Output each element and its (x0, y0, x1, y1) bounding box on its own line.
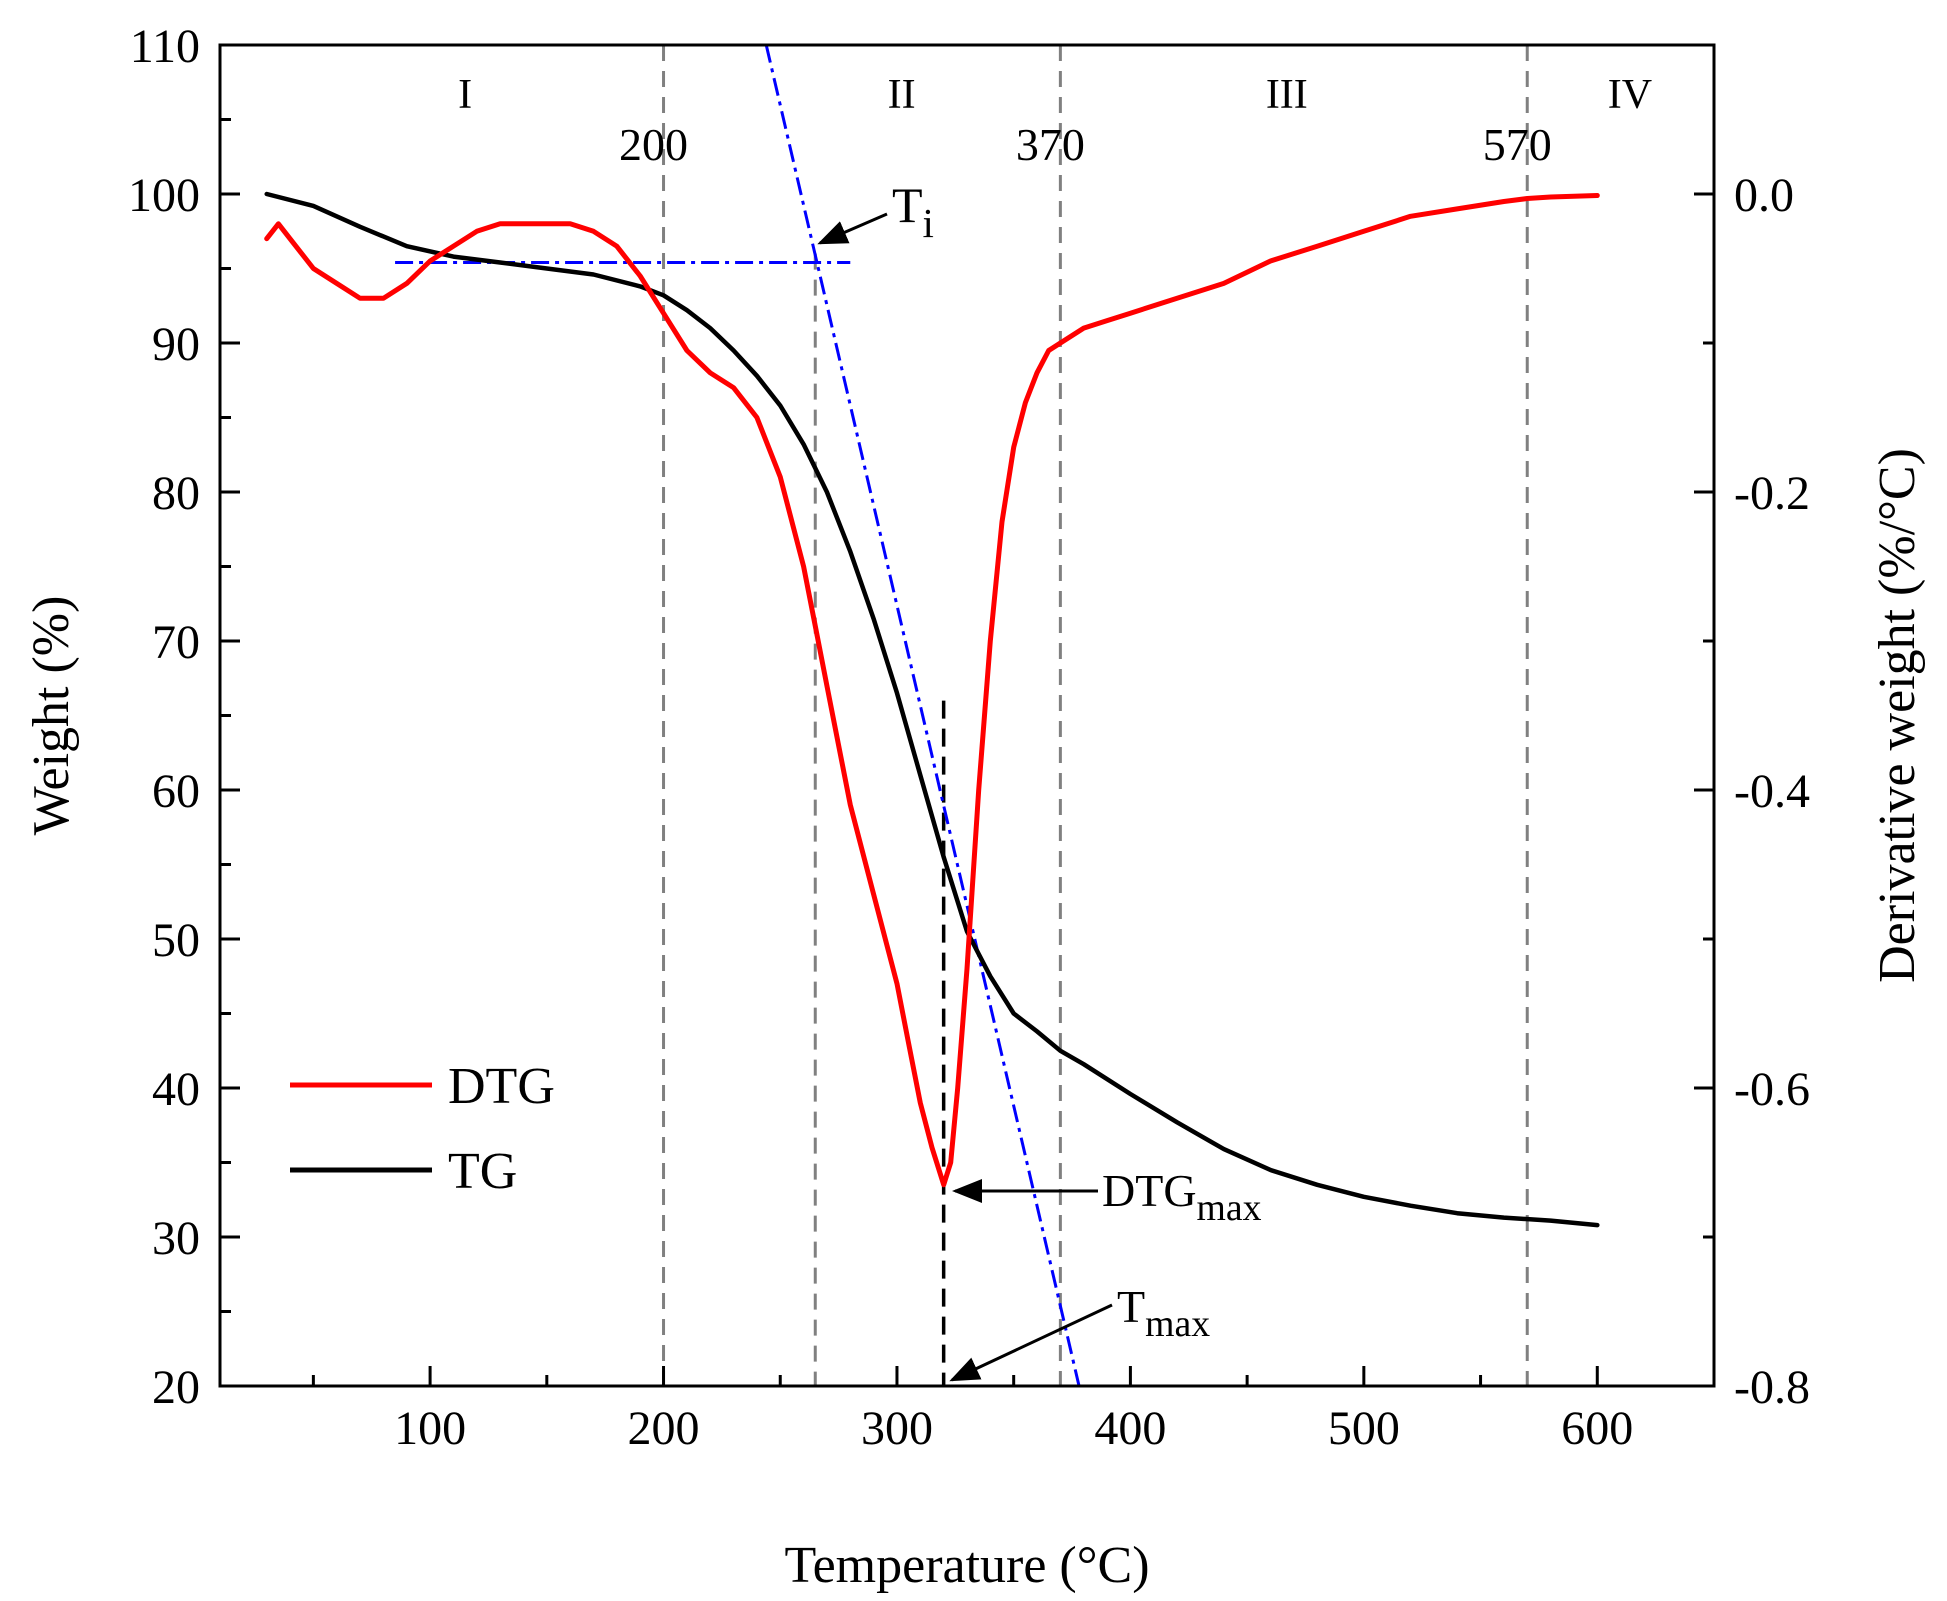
y-left-axis: 20 30 40 50 60 70 80 90 100 110 (128, 20, 240, 1414)
legend-label-tg: TG (448, 1143, 517, 1200)
x-tick-label: 100 (394, 1402, 466, 1455)
y-left-tick-label: 90 (152, 318, 200, 371)
x-tick-label: 400 (1094, 1402, 1166, 1455)
x-tick-label: 600 (1561, 1402, 1633, 1455)
x-tick-label: 200 (628, 1402, 700, 1455)
region-divider-label: 570 (1483, 119, 1552, 170)
y-left-tick-label: 110 (130, 20, 200, 73)
series-dtg-line (264, 193, 1600, 1188)
x-axis: 100 200 300 400 500 600 (311, 1366, 1633, 1455)
y-left-tick-label: 60 (152, 765, 200, 818)
y-right-tick-label: -0.4 (1734, 765, 1810, 818)
y-right-axis: -0.8 -0.6 -0.4 -0.2 0.0 (1694, 43, 1810, 1414)
ti-label: Ti (892, 177, 934, 246)
dtgmax-label-sub: max (1197, 1187, 1262, 1229)
ti-arrow (817, 212, 888, 245)
y-right-tick-label: -0.8 (1734, 1361, 1810, 1414)
plot-frame (218, 43, 1716, 1388)
region-divider-label: 200 (619, 119, 688, 170)
tmax-arrow (949, 1303, 1113, 1382)
y-left-tick-label: 100 (128, 169, 200, 222)
region-label-i: I (458, 72, 472, 118)
y-right-axis-title: Derivative weight (%/°C) (1869, 448, 1926, 983)
region-label-ii: II (888, 72, 916, 118)
region-labels: I II III IV (458, 72, 1652, 118)
ti-label-sub: i (923, 200, 934, 246)
ti-label-main: T (892, 177, 923, 233)
y-left-tick-label: 70 (152, 616, 200, 669)
tmax-label-main: T (1117, 1281, 1145, 1332)
region-label-iv: IV (1608, 72, 1652, 118)
dtgmax-label: DTGmax (1102, 1165, 1262, 1229)
region-label-iii: III (1266, 72, 1308, 118)
x-axis-title: Temperature (°C) (784, 1537, 1149, 1594)
y-left-tick-label: 50 (152, 914, 200, 967)
y-left-tick-label: 20 (152, 1361, 200, 1414)
x-tick-label: 500 (1328, 1402, 1400, 1455)
y-right-tick-label: -0.6 (1734, 1063, 1810, 1116)
region-dividers: 200 370 570 (619, 45, 1552, 1386)
tmax-label: Tmax (1117, 1281, 1210, 1345)
legend-label-dtg: DTG (448, 1058, 555, 1115)
region-divider-label: 370 (1016, 119, 1085, 170)
legend: DTG TG (290, 1058, 555, 1200)
x-tick-label: 300 (861, 1402, 933, 1455)
y-right-tick-label: -0.2 (1734, 467, 1810, 520)
y-right-tick-label: 0.0 (1734, 169, 1794, 222)
tangent-steep (764, 44, 1081, 1387)
y-left-axis-title: Weight (%) (23, 596, 80, 836)
y-left-tick-label: 30 (152, 1212, 200, 1265)
dtgmax-label-main: DTG (1102, 1165, 1197, 1216)
y-left-tick-label: 40 (152, 1063, 200, 1116)
tmax-label-sub: max (1145, 1303, 1210, 1345)
tangent-lines (395, 44, 1081, 1387)
series-layer (264, 191, 1600, 1228)
series-tg-line (264, 191, 1600, 1228)
y-left-tick-label: 80 (152, 467, 200, 520)
